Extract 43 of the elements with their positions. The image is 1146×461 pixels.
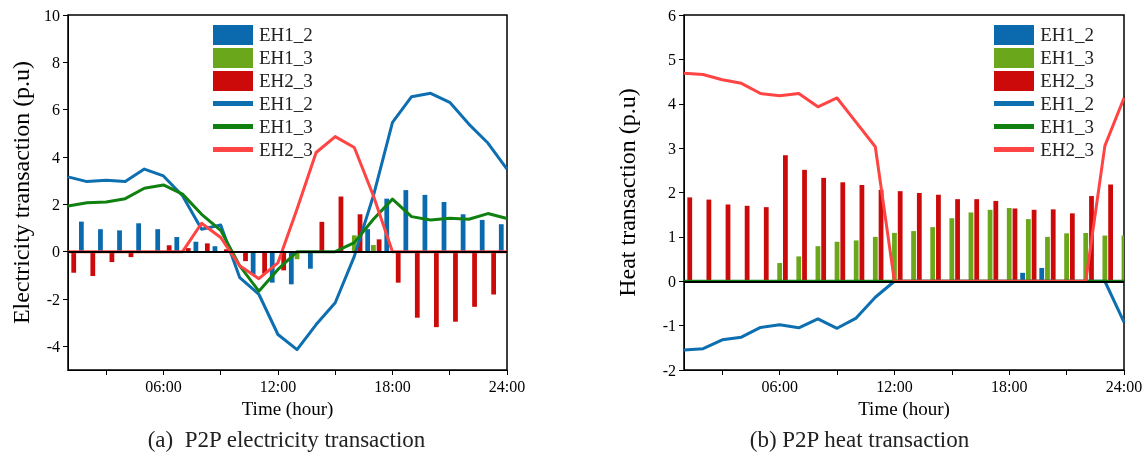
y-tick-label: 0 xyxy=(52,243,60,261)
legend-label: EH1_3 xyxy=(259,115,313,138)
legend-label: EH1_3 xyxy=(1040,46,1094,69)
legend-label: EH2_3 xyxy=(259,69,313,92)
x-tick-label: 06:00 xyxy=(145,377,182,395)
legend-label: EH1_2 xyxy=(1040,92,1094,115)
y-tick-label: 6 xyxy=(668,6,676,24)
y-tick-label: 5 xyxy=(668,50,676,68)
x-tick-label: 24:00 xyxy=(1105,377,1143,395)
legend-label: EH1_3 xyxy=(1040,115,1094,138)
y-tick-label: 2 xyxy=(668,184,676,201)
legend-label: EH1_2 xyxy=(1040,23,1094,46)
y-tick-label: -2 xyxy=(46,290,60,308)
x-axis-title: Time (hour) xyxy=(241,397,334,420)
legend-label: EH2_3 xyxy=(1040,138,1094,161)
y-tick-label: 2 xyxy=(52,195,60,213)
x-tick-label: 06:00 xyxy=(761,377,798,395)
legend-label: EH1_2 xyxy=(259,23,313,46)
x-tick-label: 18:00 xyxy=(374,377,411,395)
y-tick-label: -1 xyxy=(662,317,676,335)
text: (b) P2P heat transaction xyxy=(749,427,970,452)
x-tick-label: 12:00 xyxy=(259,377,297,395)
y-tick-label: 8 xyxy=(52,53,60,71)
y-tick-label: 6 xyxy=(52,101,60,119)
x-tick-label: 18:00 xyxy=(990,377,1028,395)
x-axis-title: Time (hour) xyxy=(858,397,950,420)
y-axis-title: Heat transaction (p.u) xyxy=(614,88,640,297)
legend-label: EH2_3 xyxy=(259,138,313,161)
y-tick-label: -4 xyxy=(46,337,60,355)
y-tick-label: 4 xyxy=(668,95,676,113)
y-tick-label: 4 xyxy=(52,148,60,166)
y-tick-label: 3 xyxy=(668,139,676,157)
y-axis-title: Electricity transaction (p.u) xyxy=(8,60,35,325)
legend-label: EH1_3 xyxy=(259,46,313,69)
y-tick-label: 0 xyxy=(668,272,676,290)
legend-label: EH2_3 xyxy=(1040,69,1094,92)
x-tick-label: 12:00 xyxy=(876,377,913,395)
y-tick-label: 10 xyxy=(44,6,60,24)
x-tick-label: 24:00 xyxy=(488,377,526,395)
y-tick-label: 1 xyxy=(668,228,676,246)
y-tick-label: -2 xyxy=(662,361,676,379)
text: (a) P2P electricity transaction xyxy=(147,427,426,452)
legend-label: EH1_2 xyxy=(259,92,313,115)
